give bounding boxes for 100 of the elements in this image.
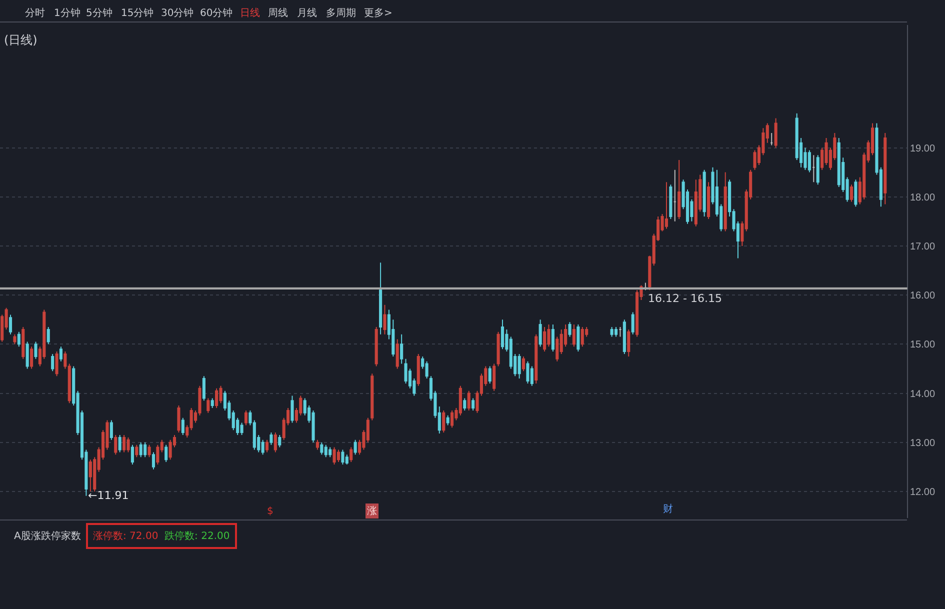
candlestick: [568, 322, 572, 338]
candlestick: [22, 326, 25, 360]
candlestick: [522, 356, 526, 372]
candlestick: [122, 434, 126, 453]
candlestick: [274, 432, 277, 453]
y-tick-label: 17.00: [910, 241, 936, 252]
candlestick: [614, 326, 618, 338]
candlestick: [774, 118, 778, 148]
candlestick: [59, 346, 62, 362]
candlestick: [496, 331, 500, 367]
text: 30分钟: [161, 7, 194, 19]
candlestick: [572, 324, 576, 348]
text: 15分钟: [121, 7, 154, 19]
y-tick-label: 12.00: [910, 486, 936, 498]
candlestick: [644, 282, 647, 291]
text: 更多>: [364, 7, 392, 19]
candlestick: [488, 366, 492, 384]
text: 日线: [240, 7, 260, 19]
candlestick: [416, 353, 420, 386]
y-tick-label: 14.00: [910, 388, 936, 400]
candlestick: [30, 346, 34, 370]
candlestick: [46, 326, 50, 345]
candlestick: [240, 422, 244, 436]
candlestick: [34, 341, 38, 360]
candlestick: [139, 442, 142, 458]
candlestick: [664, 182, 668, 230]
candlestick: [808, 150, 811, 173]
candlestick: [753, 150, 756, 170]
candlestick: [837, 137, 840, 188]
candlestick: [492, 363, 496, 392]
candlestick: [168, 439, 172, 460]
text: 周线: [268, 7, 288, 19]
candlestick: [463, 398, 466, 411]
candlestick: [312, 410, 315, 443]
candlestick: [118, 434, 122, 453]
candlestick: [341, 449, 344, 465]
candlestick: [13, 334, 16, 345]
candlestick: [547, 324, 550, 348]
text: 60分钟: [200, 7, 233, 19]
candlestick: [580, 326, 584, 348]
candlestick: [354, 439, 357, 456]
candlestick: [400, 334, 404, 364]
candlestick: [530, 366, 534, 386]
candlestick: [543, 326, 546, 352]
candlestick: [244, 410, 248, 426]
candlestick: [350, 446, 353, 463]
candlestick: [278, 434, 282, 448]
candlestick: [551, 324, 554, 352]
candlestick: [261, 439, 264, 456]
candlestick: [669, 184, 672, 220]
candlestick: [425, 360, 428, 380]
candlestick: [446, 414, 450, 426]
candlestick: [694, 179, 698, 227]
candlestick: [374, 326, 378, 367]
candlestick: [884, 132, 887, 205]
candlestick: [770, 132, 774, 146]
candlestick: [164, 444, 168, 463]
text: 1分钟: [54, 7, 80, 19]
candlestick: [336, 449, 340, 463]
candlestick: [332, 446, 336, 465]
candlestick: [320, 442, 324, 456]
candlestick: [702, 169, 706, 217]
candlestick: [110, 420, 113, 440]
y-tick-label: 18.00: [910, 192, 936, 204]
candlestick: [724, 172, 727, 232]
candlestick: [442, 410, 446, 434]
candlestick: [215, 388, 218, 409]
text: 5分钟: [86, 7, 112, 19]
candlestick: [631, 312, 634, 335]
candlestick: [290, 395, 294, 424]
candlestick: [526, 360, 530, 384]
candlestick: [854, 179, 858, 208]
text: (日线): [4, 33, 38, 47]
candlestick: [156, 444, 160, 465]
candlestick: [270, 432, 273, 446]
candlestick: [816, 154, 820, 186]
annotation: 涨: [367, 505, 377, 517]
band-label: 16.12 - 16.15: [648, 292, 722, 305]
annotation: 财: [663, 503, 673, 515]
candlestick: [210, 398, 214, 409]
candlestick: [55, 351, 58, 377]
candlestick: [8, 314, 12, 335]
candlestick: [636, 290, 639, 338]
candlestick: [324, 444, 328, 458]
candlestick: [130, 444, 134, 465]
candlestick: [177, 405, 180, 434]
candlestick: [622, 319, 626, 354]
text: 涨停数: 72.00: [93, 530, 158, 542]
candlestick: [534, 334, 538, 384]
candlestick: [148, 444, 151, 458]
candlestick: [88, 459, 92, 492]
candlestick: [678, 160, 681, 220]
candlestick: [51, 353, 54, 372]
candlestick: [370, 373, 374, 421]
candlestick: [472, 398, 475, 411]
candlestick: [316, 439, 319, 450]
candlestick: [518, 353, 521, 380]
candlestick: [181, 417, 184, 436]
y-tick-label: 15.00: [910, 340, 936, 351]
y-tick-label: 16.00: [910, 290, 936, 302]
